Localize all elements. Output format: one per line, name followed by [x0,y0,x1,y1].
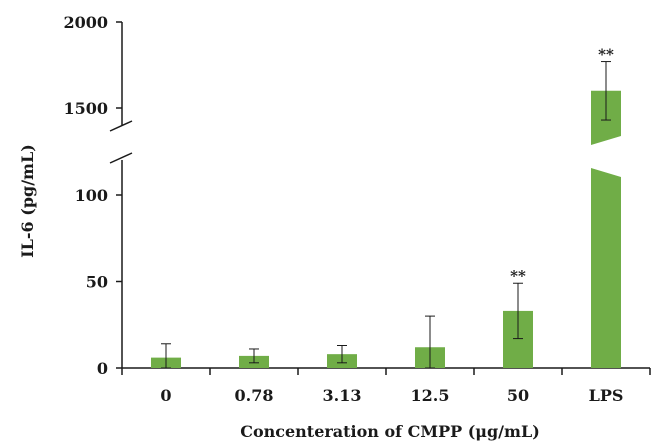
significance-label: ** [510,267,526,285]
y-tick-label: 100 [75,186,108,205]
x-axis-title: Concenteration of CMPP (μg/mL) [240,422,540,441]
y-tick-label: 1500 [63,99,108,118]
y-axis-title: IL-6 (pg/mL) [18,144,37,258]
x-tick-label: 0.78 [235,386,274,405]
x-tick-label: 50 [507,386,529,405]
y-axis: 0 50 100 1500 2000 [63,13,133,378]
significance-label: ** [598,46,614,64]
bar [591,168,621,368]
axis-break-mark [109,120,133,132]
axis-break-mark [109,152,133,164]
x-tick-label: 3.13 [323,386,362,405]
x-tick-label: 12.5 [411,386,450,405]
y-tick-label: 0 [97,359,108,378]
x-tick-label: 0 [160,386,171,405]
y-tick-label: 2000 [63,13,108,32]
x-tick-label: LPS [589,386,624,405]
x-axis: 0 0.78 3.13 12.5 50 LPS [121,367,651,405]
bars: ** ** [151,46,621,369]
y-tick-label: 50 [86,273,108,292]
